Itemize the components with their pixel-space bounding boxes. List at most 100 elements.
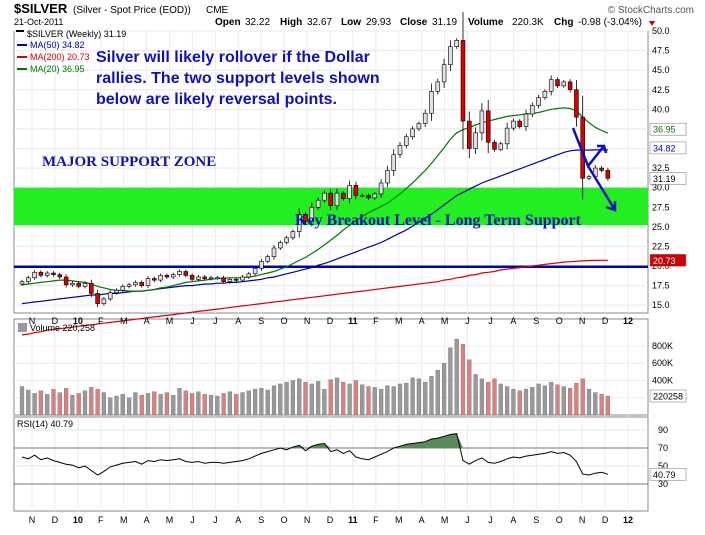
candle-body	[347, 185, 352, 199]
time-tick-label-bottom: N	[304, 515, 311, 525]
candle-body	[561, 81, 567, 87]
close-badge-box	[649, 172, 687, 185]
time-tick-label-top: 10	[73, 316, 83, 326]
volume-bar	[271, 385, 277, 416]
volume-bar	[435, 369, 440, 416]
price-candle	[410, 126, 415, 140]
time-tick-label-top: M	[395, 316, 403, 326]
price-candle	[536, 94, 541, 109]
volume-bar	[605, 395, 611, 416]
chg-value: -0.98 (-3.04%)	[578, 17, 642, 28]
time-tick-label-top: F	[98, 316, 104, 326]
price-candle	[454, 38, 459, 49]
price-candle	[107, 290, 113, 302]
price-candle	[252, 266, 258, 276]
ma200-badge: 20.73	[649, 253, 687, 267]
chg-label: Chg	[554, 17, 573, 28]
volume-bar	[45, 394, 50, 416]
candle-body	[189, 275, 195, 280]
candle-body	[378, 182, 384, 195]
volume-bar	[290, 380, 296, 416]
candle-body	[284, 237, 289, 243]
price-candle	[19, 279, 25, 286]
low-value: 29.93	[366, 17, 391, 28]
volume-bar	[196, 391, 201, 416]
price-candle	[51, 271, 56, 277]
ma200-badge-box	[649, 253, 687, 267]
candle-body	[233, 279, 239, 281]
volume-badge-text: 220258	[653, 392, 683, 402]
price-candle	[353, 181, 359, 200]
support-zone-label: MAJOR SUPPORT ZONE	[42, 154, 216, 170]
volume-bar	[404, 382, 409, 416]
price-candle	[26, 275, 31, 284]
volume-bar	[133, 392, 138, 416]
volume-bar	[120, 394, 125, 416]
candle-body	[32, 271, 37, 279]
volume-bar	[303, 382, 308, 416]
time-tick-label-top: F	[373, 316, 379, 326]
time-tick-label-bottom: 11	[348, 515, 358, 525]
time-tick-label-bottom: M	[395, 515, 403, 525]
time-tick-label-bottom: D	[52, 515, 59, 525]
candle-body	[441, 64, 447, 83]
projection-arrow-2	[586, 165, 617, 211]
volume-bar	[334, 377, 340, 416]
volume-bar	[76, 393, 81, 416]
candle-body	[139, 282, 144, 286]
time-tick-label-bottom: 12	[623, 515, 633, 525]
price-tick-label: 17.5	[652, 281, 670, 291]
candle-body	[460, 40, 466, 122]
price-candle	[561, 79, 567, 88]
note-line-2: rallies. The two support levels shown	[96, 70, 380, 87]
candle-body	[366, 195, 371, 199]
price-candle	[385, 166, 390, 188]
price-candle	[334, 188, 340, 211]
time-axis: N N D D 10 10 F F M M A A M M J J J J A A S S O O N N D D 11 11 F F M M A A…	[29, 316, 633, 525]
price-candle	[359, 193, 365, 198]
time-tick-label-top: A	[510, 316, 516, 326]
price-candle	[183, 269, 189, 278]
price-candle	[567, 79, 573, 93]
candle-body	[183, 271, 189, 276]
volume-bar	[460, 344, 466, 416]
price-candle	[328, 188, 333, 211]
legend-ma20: MA(20) 36.95	[30, 64, 85, 74]
candle-body	[473, 132, 478, 149]
volume-bar	[158, 394, 163, 416]
price-tick-label: 45.0	[652, 65, 670, 75]
price-candle	[296, 208, 302, 238]
price-candle	[397, 142, 403, 159]
volume-bar	[423, 382, 428, 416]
time-tick-label-top: N	[29, 316, 36, 326]
volume-bar	[126, 397, 132, 416]
volume-label: Volume	[468, 17, 504, 28]
price-candle	[511, 118, 516, 131]
symbol-title: $SILVER	[14, 1, 68, 16]
open-label: Open	[215, 17, 241, 28]
price-candle	[473, 127, 478, 154]
price-candle	[265, 254, 270, 264]
analyst-note: Silver will likely rollover if the Dolla…	[96, 49, 380, 108]
time-tick-label-top: A	[419, 316, 425, 326]
candle-body	[271, 247, 277, 257]
price-candle	[372, 191, 378, 200]
price-candle	[435, 78, 441, 95]
volume-bar	[189, 393, 195, 416]
volume-legend-swatch	[18, 323, 27, 332]
price-candle	[485, 99, 491, 154]
ma50-badge-text: 34.82	[653, 143, 676, 153]
price-candle	[145, 276, 151, 289]
candle-body	[410, 128, 415, 138]
volume-bar	[114, 395, 119, 416]
exchange-label: CME	[206, 5, 229, 16]
price-candle	[530, 102, 535, 118]
volume-bar	[341, 382, 346, 416]
ma200-badge-text: 20.73	[653, 256, 676, 266]
candle-body	[38, 271, 44, 276]
candle-body	[605, 170, 611, 179]
candle-body	[26, 277, 31, 282]
price-candle	[189, 273, 195, 282]
volume-bar	[441, 363, 447, 416]
volume-bar	[171, 394, 176, 416]
